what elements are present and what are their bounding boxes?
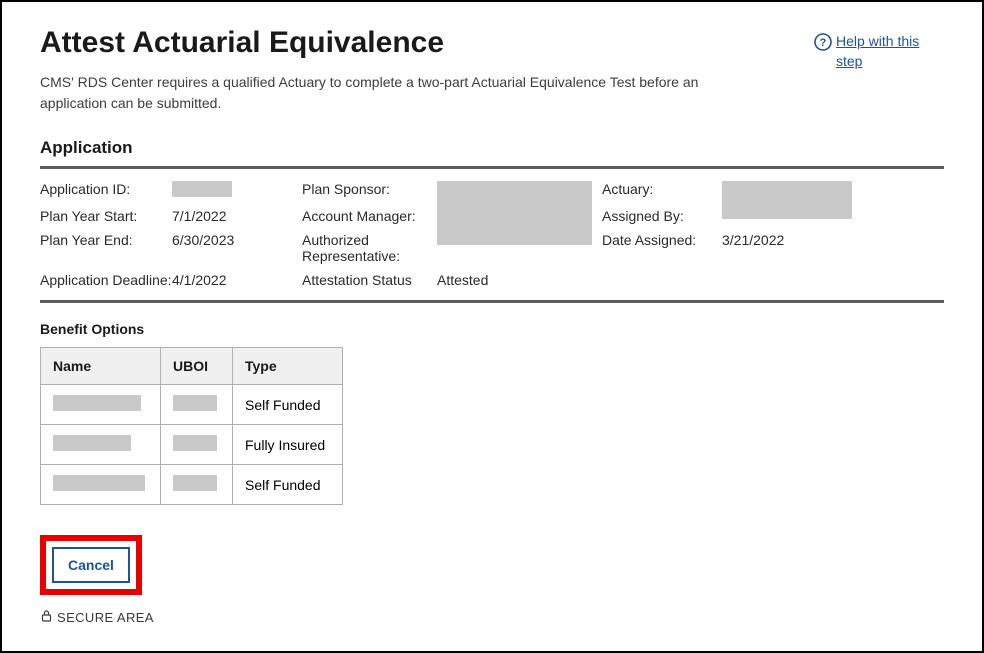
- label-plan-sponsor: Plan Sponsor:: [302, 181, 437, 200]
- cell-type: Fully Insured: [233, 425, 343, 465]
- application-grid: Application ID: Plan Sponsor: Actuary: P…: [40, 181, 944, 288]
- table-row: Self Funded: [41, 385, 343, 425]
- benefit-options-heading: Benefit Options: [40, 321, 944, 337]
- header-row: Attest Actuarial Equivalence ? Help with…: [40, 26, 944, 72]
- application-rule-top: [40, 166, 944, 169]
- benefit-options-table: Name UBOI Type Self Funded Fully Insured: [40, 347, 343, 505]
- application-heading: Application: [40, 138, 944, 158]
- lock-icon: [40, 609, 53, 625]
- secure-area-label: SECURE AREA: [40, 609, 944, 625]
- help-link-text: Help with this step: [836, 32, 944, 71]
- label-attestation-status: Attestation Status: [302, 272, 437, 288]
- column-name: Name: [41, 348, 161, 385]
- secure-area-text: SECURE AREA: [57, 610, 154, 625]
- value-plan-sponsor: [437, 181, 602, 264]
- help-link[interactable]: ? Help with this step: [814, 32, 944, 71]
- label-account-manager: Account Manager:: [302, 208, 437, 224]
- svg-text:?: ?: [820, 37, 827, 49]
- cell-type: Self Funded: [233, 465, 343, 505]
- value-application-id: [172, 181, 302, 200]
- cancel-highlight: Cancel: [40, 535, 142, 595]
- cell-uboi: [161, 425, 233, 465]
- page-frame: Attest Actuarial Equivalence ? Help with…: [0, 0, 984, 653]
- column-uboi: UBOI: [161, 348, 233, 385]
- cell-uboi: [161, 465, 233, 505]
- page-title: Attest Actuarial Equivalence: [40, 26, 444, 60]
- cell-name: [41, 425, 161, 465]
- label-plan-year-start: Plan Year Start:: [40, 208, 172, 224]
- table-row: Fully Insured: [41, 425, 343, 465]
- label-application-id: Application ID:: [40, 181, 172, 200]
- cancel-button[interactable]: Cancel: [52, 547, 130, 583]
- application-rule-bottom: [40, 300, 944, 303]
- cell-type: Self Funded: [233, 385, 343, 425]
- value-application-deadline: 4/1/2022: [172, 272, 302, 288]
- intro-text: CMS' RDS Center requires a qualified Act…: [40, 72, 700, 114]
- value-plan-year-start: 7/1/2022: [172, 208, 302, 224]
- cell-name: [41, 385, 161, 425]
- label-date-assigned: Date Assigned:: [602, 232, 722, 264]
- value-plan-year-end: 6/30/2023: [172, 232, 302, 264]
- cell-name: [41, 465, 161, 505]
- label-authorized-rep: Authorized Representative:: [302, 232, 437, 264]
- label-application-deadline: Application Deadline:: [40, 272, 172, 288]
- value-attestation-status: Attested: [437, 272, 602, 288]
- help-icon: ?: [814, 33, 832, 57]
- content-area: Attest Actuarial Equivalence ? Help with…: [2, 2, 982, 625]
- label-actuary: Actuary:: [602, 181, 722, 200]
- column-type: Type: [233, 348, 343, 385]
- table-row: Self Funded: [41, 465, 343, 505]
- value-actuary: [722, 181, 882, 224]
- label-assigned-by: Assigned By:: [602, 208, 722, 224]
- value-date-assigned: 3/21/2022: [722, 232, 882, 264]
- cell-uboi: [161, 385, 233, 425]
- label-plan-year-end: Plan Year End:: [40, 232, 172, 264]
- table-header-row: Name UBOI Type: [41, 348, 343, 385]
